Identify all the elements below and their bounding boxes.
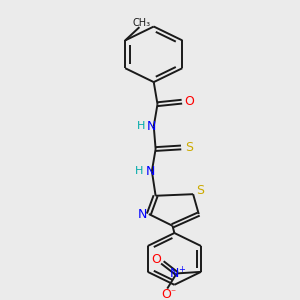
- Text: N: N: [147, 120, 157, 133]
- Text: N: N: [170, 267, 179, 280]
- Text: O: O: [161, 288, 171, 300]
- Text: S: S: [185, 141, 194, 154]
- Text: +: +: [178, 265, 185, 274]
- Text: CH₃: CH₃: [133, 18, 151, 28]
- Text: N: N: [137, 208, 147, 220]
- Text: H: H: [136, 121, 145, 131]
- Text: N: N: [145, 165, 155, 178]
- Text: S: S: [196, 184, 204, 197]
- Text: ⁻: ⁻: [171, 288, 176, 298]
- Text: H: H: [135, 166, 143, 176]
- Text: O: O: [184, 95, 194, 108]
- Text: O: O: [152, 254, 161, 266]
